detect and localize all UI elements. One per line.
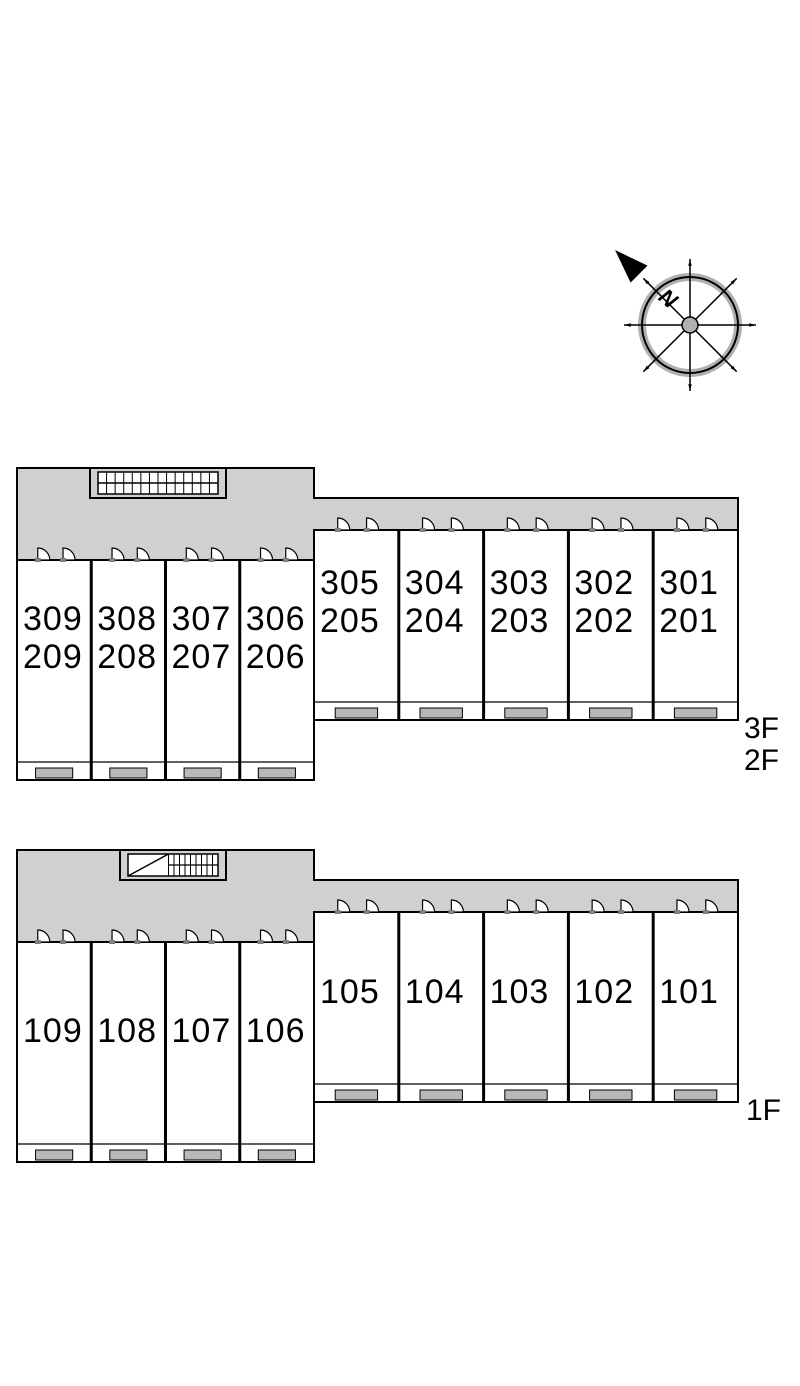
unit-label: 307 [172, 600, 232, 639]
unit-label: 104 [405, 973, 465, 1012]
floorplan-svg: N [0, 0, 800, 1381]
unit-label: 203 [490, 602, 550, 641]
unit-label: 202 [574, 602, 634, 641]
unit-label: 106 [246, 1012, 306, 1051]
unit-label: 105 [320, 973, 380, 1012]
unit-label: 109 [23, 1012, 83, 1051]
unit-label: 107 [172, 1012, 232, 1051]
unit-label: 208 [97, 638, 157, 677]
unit-label: 305 [320, 564, 380, 603]
unit-label: 1F [746, 1094, 781, 1128]
unit-label: 302 [574, 564, 634, 603]
unit-label: 209 [23, 638, 83, 677]
unit-label: 301 [659, 564, 719, 603]
unit-label: 309 [23, 600, 83, 639]
unit-label: 206 [246, 638, 306, 677]
unit-label: 207 [172, 638, 232, 677]
unit-label: 308 [97, 600, 157, 639]
unit-label: 103 [490, 973, 550, 1012]
unit-label: 303 [490, 564, 550, 603]
unit-label: 2F [744, 744, 779, 778]
unit-label: 101 [659, 973, 719, 1012]
unit-label: 304 [405, 564, 465, 603]
unit-label: 306 [246, 600, 306, 639]
unit-label: 201 [659, 602, 719, 641]
unit-label: 205 [320, 602, 380, 641]
unit-label: 204 [405, 602, 465, 641]
unit-label: 102 [574, 973, 634, 1012]
unit-label: 108 [97, 1012, 157, 1051]
floorplan-diagram: N 305205 304204 303203 302202 301201 309209 30… [0, 0, 800, 1381]
unit-label: 3F [744, 712, 779, 746]
